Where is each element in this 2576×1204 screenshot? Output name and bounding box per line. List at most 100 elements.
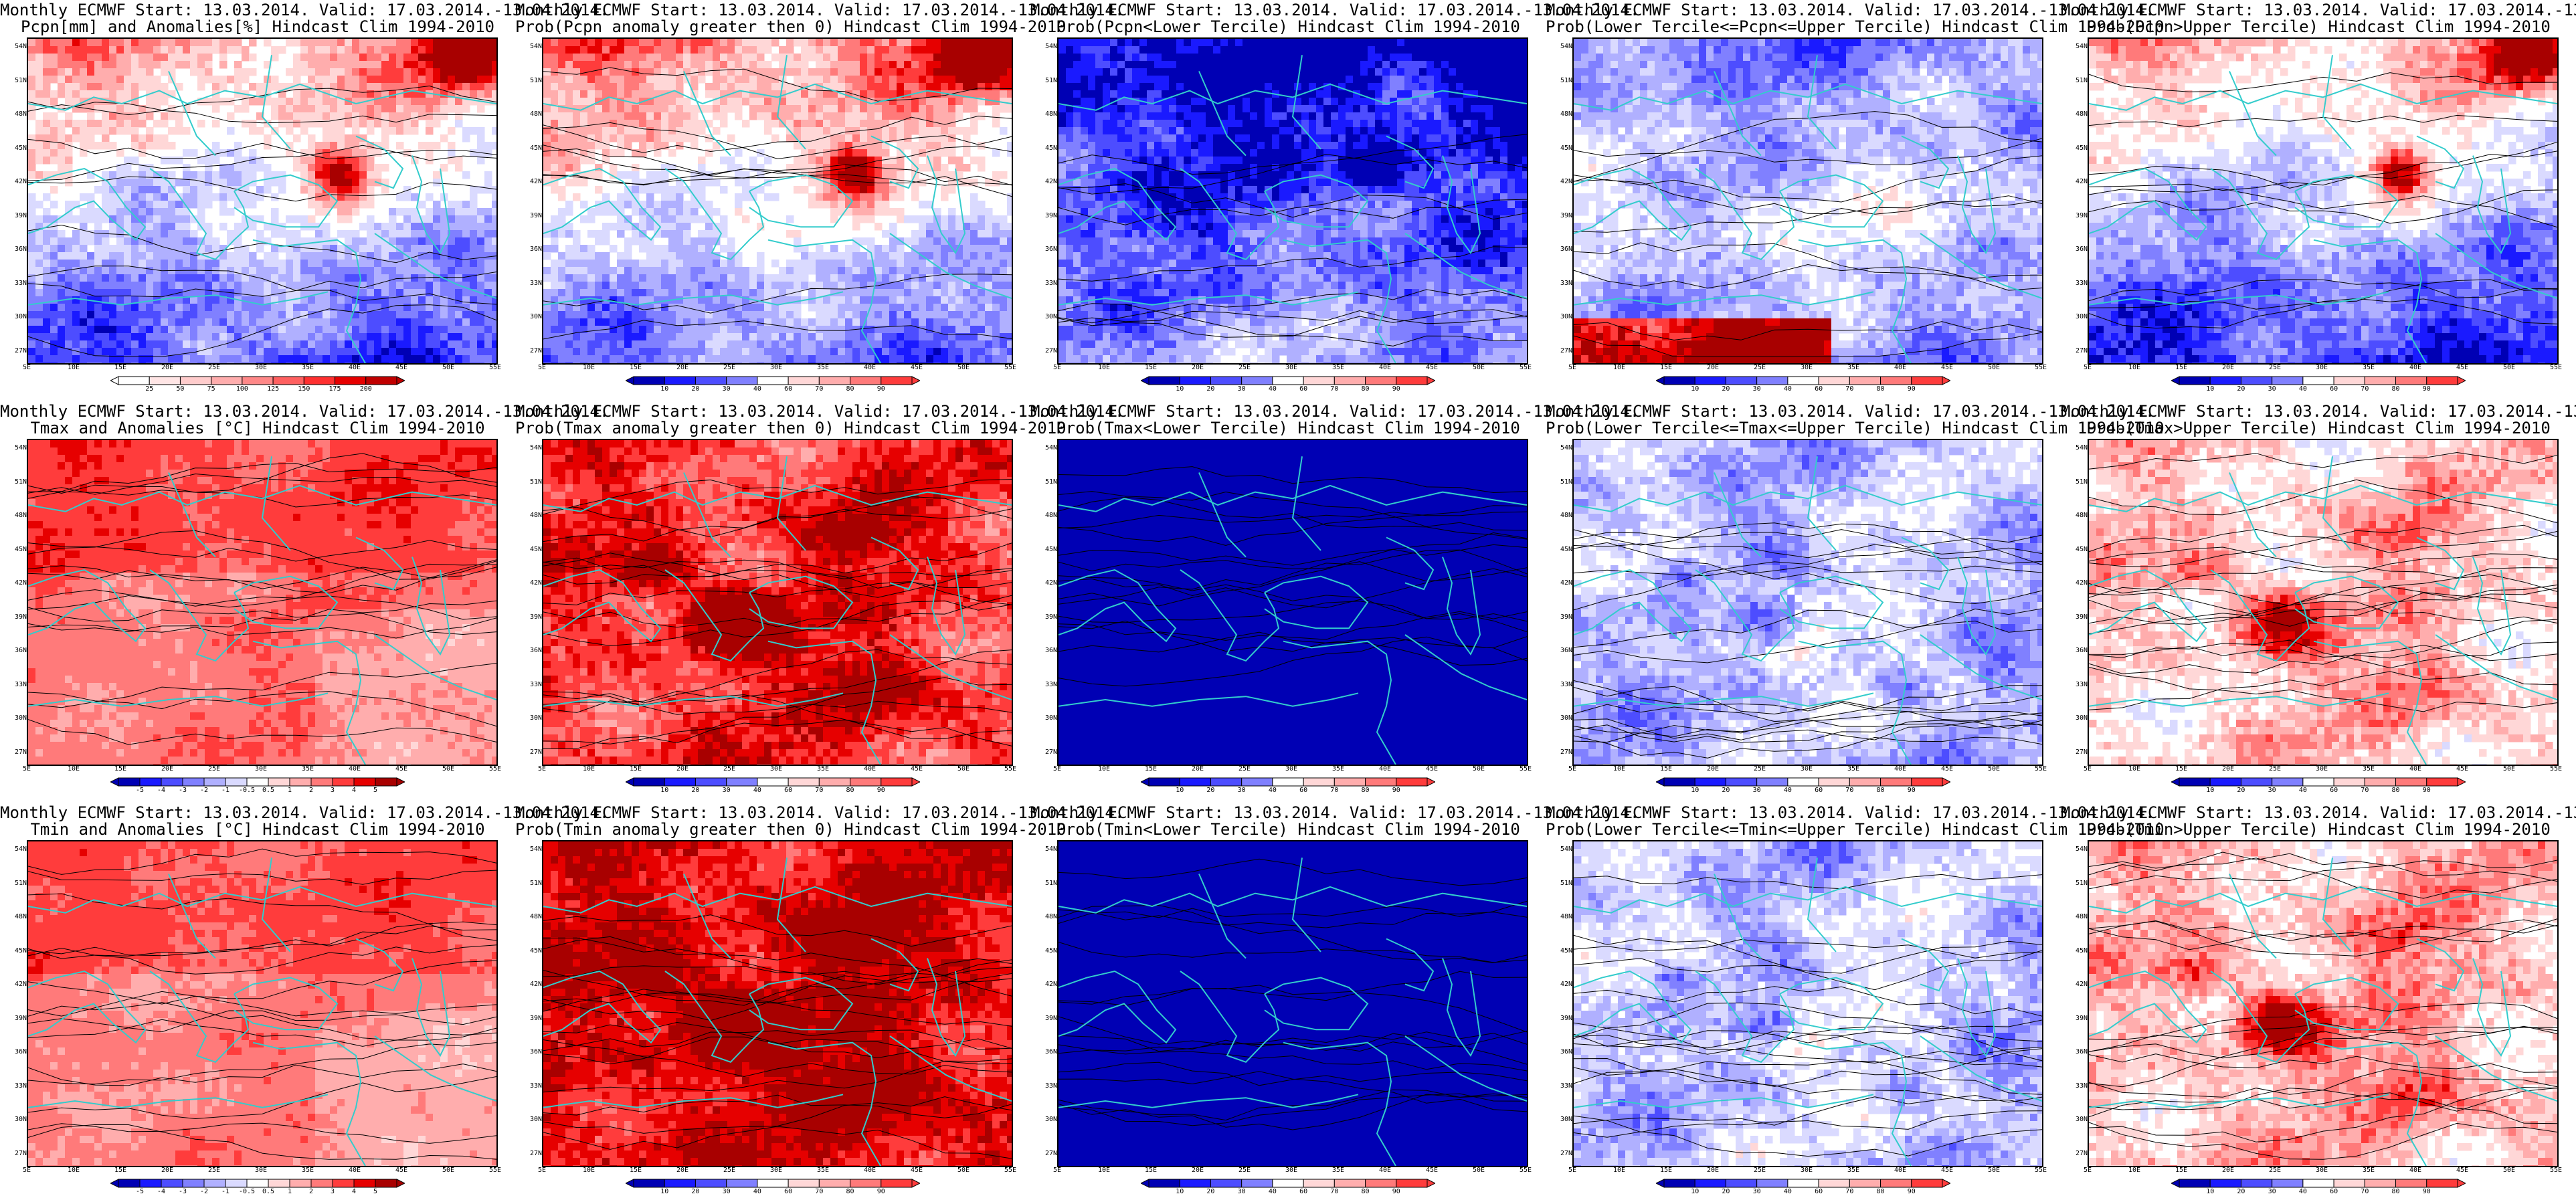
colorbar-tick-label: -0.5 [234, 787, 260, 794]
lon-tick-label: 10E [2121, 364, 2148, 371]
forecast-map[interactable] [542, 439, 1013, 766]
lat-tick-label: 54N [1030, 43, 1057, 50]
colorbar-tick-label: 90 [1898, 787, 1925, 794]
lat-tick-label: 48N [2061, 110, 2088, 118]
coastline-borders [1574, 858, 2042, 1166]
forecast-map[interactable] [2088, 840, 2559, 1167]
colorbar-tick-label: 80 [837, 1188, 864, 1195]
lat-tick-label: 48N [1546, 913, 1572, 920]
shaded-field [1574, 841, 2042, 1166]
lat-tick-label: 30N [1546, 714, 1572, 722]
forecast-map[interactable] [2088, 37, 2559, 365]
lat-tick-label: 33N [1546, 1082, 1572, 1090]
forecast-map[interactable] [1572, 840, 2043, 1167]
forecast-map[interactable] [1057, 37, 1528, 365]
forecast-field-svg [1059, 39, 1527, 363]
lon-tick-label: 20E [669, 364, 696, 371]
lon-tick-label: 40E [1887, 765, 1914, 773]
lat-tick-label: 30N [515, 714, 542, 722]
colorbar-tick-label: 20 [682, 385, 709, 393]
colorbar [109, 777, 406, 789]
forecast-map[interactable] [1057, 439, 1528, 766]
forecast-field-svg [2089, 440, 2557, 765]
forecast-field-svg [2089, 39, 2557, 363]
colorbar-tick-label: 40 [2290, 787, 2316, 794]
colorbar-tick-label: 150 [290, 385, 317, 393]
colorbar-tick-label: 60 [2320, 787, 2347, 794]
colorbar-tick-label: 30 [713, 385, 740, 393]
lon-tick-label: 45E [1934, 364, 1960, 371]
colorbar-tick-label: 30 [1228, 787, 1255, 794]
lon-tick-label: 35E [810, 1167, 836, 1174]
lat-tick-label: 36N [2061, 1048, 2088, 1056]
lon-tick-label: 50E [950, 364, 977, 371]
forecast-map[interactable] [27, 439, 498, 766]
forecast-field-svg [28, 440, 496, 765]
lon-tick-label: 25E [1746, 364, 1773, 371]
panel-title-line2: Prob(Tmax<Lower Tercile) Hindcast Clim 1… [1030, 419, 1546, 437]
lon-tick-label: 35E [810, 364, 836, 371]
lon-tick-label: 40E [341, 765, 368, 773]
contour-lines [28, 848, 496, 1160]
lon-tick-label: 40E [341, 364, 368, 371]
forecast-map[interactable] [1572, 439, 2043, 766]
lon-tick-label: 15E [1653, 765, 1679, 773]
lat-tick-label: 36N [0, 647, 27, 654]
lat-tick-label: 39N [1546, 1015, 1572, 1022]
colorbar-tick-label: 60 [775, 1188, 802, 1195]
lat-tick-label: 54N [0, 845, 27, 853]
map-panel: Monthly ECMWF Start: 13.03.2014. Valid: … [1546, 401, 2165, 803]
lon-tick-label: 20E [2215, 364, 2241, 371]
lon-tick-label: 45E [388, 364, 415, 371]
colorbar-tick-label: 20 [1712, 1188, 1739, 1195]
colorbar-tick-label: 30 [1744, 385, 1770, 393]
lat-tick-label: 51N [1546, 880, 1572, 887]
lon-tick-label: 35E [1325, 765, 1352, 773]
colorbar-tick-label: -0.5 [234, 1188, 260, 1195]
forecast-map[interactable] [1057, 840, 1528, 1167]
lon-tick-label: 25E [1746, 1167, 1773, 1174]
lat-tick-label: 48N [2061, 512, 2088, 519]
lon-tick-label: 5E [1044, 364, 1071, 371]
colorbar-tick-label: 0.5 [255, 787, 282, 794]
colorbar-tick-label: 5 [362, 787, 389, 794]
colorbar-tick-label: 90 [1898, 385, 1925, 393]
forecast-map[interactable] [27, 840, 498, 1167]
forecast-field-svg [543, 841, 1012, 1166]
lat-tick-label: 27N [1030, 1150, 1057, 1157]
lon-tick-label: 25E [1231, 1167, 1258, 1174]
lon-tick-label: 45E [388, 1167, 415, 1174]
colorbar-tick-label: 40 [744, 1188, 771, 1195]
panel-title-line1: Monthly ECMWF Start: 13.03.2014. Valid: … [2061, 403, 2576, 420]
lat-tick-label: 39N [515, 1015, 542, 1022]
colorbar-tick-label: 80 [2383, 385, 2409, 393]
forecast-map[interactable] [27, 37, 498, 365]
lon-tick-label: 5E [529, 765, 555, 773]
lat-tick-label: 54N [2061, 444, 2088, 452]
lat-tick-label: 42N [0, 981, 27, 988]
forecast-map[interactable] [1572, 37, 2043, 365]
lat-tick-label: 27N [2061, 1150, 2088, 1157]
map-panel: Monthly ECMWF Start: 13.03.2014. Valid: … [1030, 401, 1639, 803]
colorbar-tick-label: 0.5 [255, 1188, 282, 1195]
lon-tick-label: 55E [997, 765, 1024, 773]
colorbar-tick-label: 100 [229, 385, 256, 393]
forecast-map[interactable] [542, 37, 1013, 365]
colorbar [1655, 375, 1952, 388]
forecast-map[interactable] [542, 840, 1013, 1167]
lon-tick-label: 55E [2543, 1167, 2569, 1174]
colorbar-tick-label: 90 [868, 787, 895, 794]
colorbar-tick-label: 40 [1774, 385, 1801, 393]
colorbar-tick-label: 80 [837, 385, 864, 393]
forecast-map[interactable] [2088, 439, 2559, 766]
lat-tick-label: 36N [515, 647, 542, 654]
coastline-borders [2089, 55, 2557, 363]
map-panel: Monthly ECMWF Start: 13.03.2014. Valid: … [515, 401, 1124, 803]
lon-tick-label: 25E [2262, 364, 2288, 371]
lat-tick-label: 33N [1546, 280, 1572, 287]
colorbar-tick-label: 90 [2413, 1188, 2440, 1195]
lon-tick-label: 50E [435, 1167, 462, 1174]
colorbar-tick-label: 60 [775, 385, 802, 393]
lon-tick-label: 50E [435, 364, 462, 371]
lon-tick-label: 45E [903, 364, 930, 371]
